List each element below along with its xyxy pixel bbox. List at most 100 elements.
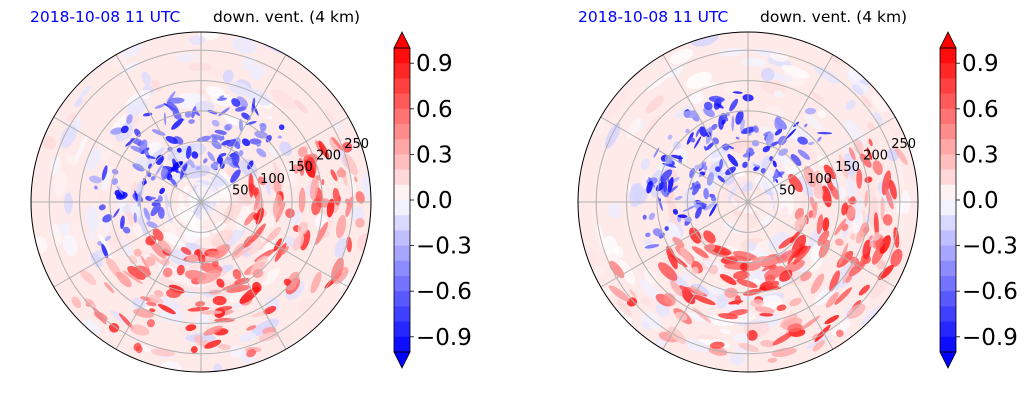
field-cell bbox=[745, 241, 757, 252]
field-cell bbox=[687, 248, 704, 265]
radial-tick-label: 100 bbox=[260, 172, 285, 187]
field-cell bbox=[867, 122, 875, 131]
field-cell bbox=[882, 214, 893, 226]
field-cell bbox=[812, 340, 825, 352]
field-cell bbox=[760, 67, 775, 82]
field-cell bbox=[703, 107, 715, 118]
field-cell bbox=[149, 308, 156, 313]
field-cell bbox=[866, 147, 873, 160]
radial-tick-label: 200 bbox=[316, 149, 341, 164]
field-cell bbox=[113, 208, 120, 218]
field-cell bbox=[646, 180, 653, 194]
colorbar-extend-min bbox=[393, 351, 411, 369]
field-cell bbox=[767, 357, 778, 363]
field-cell bbox=[672, 208, 679, 215]
field-cell bbox=[731, 115, 735, 132]
field-cell bbox=[666, 185, 679, 195]
field-cell bbox=[871, 93, 888, 113]
field-cell bbox=[163, 232, 187, 249]
field-cell bbox=[640, 296, 651, 307]
field-cell bbox=[184, 111, 192, 118]
field-cell bbox=[691, 294, 716, 306]
grid-spoke bbox=[747, 116, 896, 203]
field-cell bbox=[652, 228, 663, 237]
field-cell bbox=[873, 111, 884, 126]
field-cell bbox=[160, 166, 168, 181]
field-cell bbox=[881, 170, 892, 196]
field-cell bbox=[643, 269, 658, 285]
field-cell bbox=[129, 324, 150, 336]
field-cell bbox=[856, 168, 863, 189]
field-cell bbox=[885, 188, 894, 210]
field-cell bbox=[119, 215, 125, 229]
radial-tick-label: 50 bbox=[779, 183, 796, 198]
colorbar-band bbox=[940, 336, 956, 353]
field-cell bbox=[234, 106, 247, 112]
chart-panel-right: 2018-10-08 11 UTC down. vent. (4 km) 50 1… bbox=[546, 0, 1036, 401]
field-cell bbox=[104, 282, 115, 294]
field-cell bbox=[187, 159, 196, 169]
field-cell bbox=[864, 176, 873, 183]
field-cell bbox=[616, 299, 633, 318]
field-cell bbox=[75, 136, 87, 161]
field-cell bbox=[172, 110, 182, 120]
field-cell bbox=[145, 235, 156, 246]
field-cell bbox=[789, 230, 802, 244]
field-cell bbox=[870, 271, 891, 300]
field-cell bbox=[110, 110, 132, 132]
grid-spoke bbox=[115, 201, 202, 350]
colorbar: −0.9 −0.6 −0.3 0.0 0.3 0.6 0.9 bbox=[393, 31, 472, 369]
field-cell bbox=[187, 223, 200, 230]
field-cell bbox=[243, 235, 254, 248]
field-cell bbox=[133, 248, 142, 257]
field-cell bbox=[158, 303, 176, 315]
field-cell bbox=[879, 235, 891, 255]
field-cell bbox=[783, 259, 805, 273]
field-cell bbox=[812, 201, 818, 219]
field-cell bbox=[846, 206, 856, 220]
field-cell bbox=[271, 88, 296, 110]
grid-spoke bbox=[662, 201, 749, 350]
field-cell bbox=[266, 226, 282, 243]
field-cell bbox=[141, 71, 152, 85]
field-cell bbox=[704, 201, 716, 211]
field-cell bbox=[668, 200, 679, 230]
field-cell bbox=[873, 212, 879, 238]
field-cell bbox=[872, 232, 881, 241]
field-cell bbox=[772, 160, 777, 168]
field-cell bbox=[662, 163, 677, 168]
field-cell bbox=[230, 169, 241, 183]
field-cell bbox=[787, 248, 798, 265]
field-cell bbox=[167, 206, 181, 228]
field-cell bbox=[664, 226, 669, 231]
field-cell bbox=[265, 134, 272, 143]
field-cell bbox=[150, 253, 164, 265]
field-cell bbox=[834, 287, 853, 305]
colorbar-band bbox=[394, 230, 410, 247]
field-cell bbox=[298, 157, 305, 176]
field-cell bbox=[759, 312, 774, 317]
field-cell bbox=[108, 229, 124, 253]
field-cell bbox=[292, 164, 299, 174]
colorbar-band bbox=[940, 63, 956, 79]
field-cell bbox=[94, 185, 98, 190]
field-cell bbox=[679, 246, 693, 266]
field-cell bbox=[40, 135, 57, 150]
field-cell bbox=[279, 141, 293, 157]
field-cell bbox=[122, 270, 144, 285]
field-cell bbox=[332, 187, 341, 206]
field-cell bbox=[822, 217, 830, 232]
colorbar-band bbox=[394, 63, 410, 79]
field-cell bbox=[247, 160, 254, 170]
field-cell bbox=[797, 149, 811, 160]
field-cell bbox=[72, 220, 87, 249]
field-cell bbox=[705, 81, 718, 89]
grid-spoke bbox=[747, 201, 834, 350]
field-cell bbox=[163, 219, 177, 235]
field-cell bbox=[750, 299, 764, 308]
field-cell bbox=[355, 191, 365, 204]
field-cell bbox=[78, 85, 92, 99]
field-cell bbox=[278, 124, 285, 131]
field-cell bbox=[277, 135, 282, 139]
field-cell bbox=[765, 274, 776, 284]
